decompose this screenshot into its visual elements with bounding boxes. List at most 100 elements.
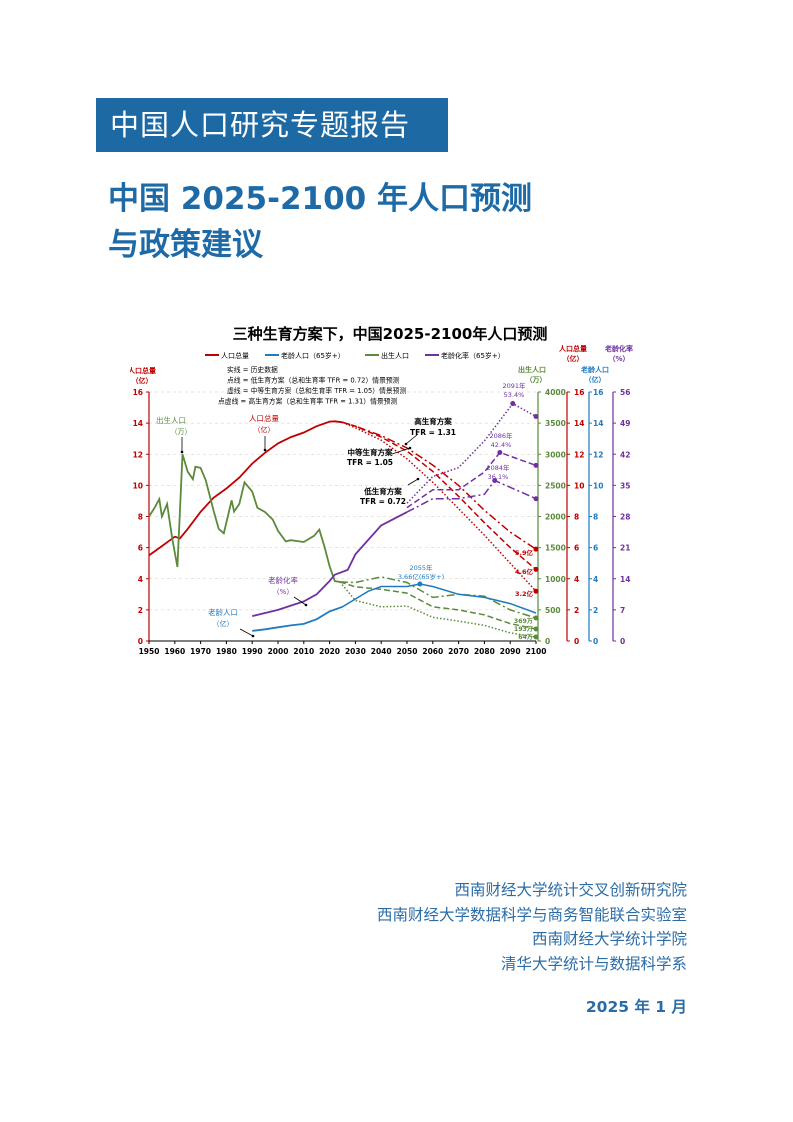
aging-tick-label: 14 bbox=[620, 575, 630, 584]
legend-note: 实线 = 历史数据 bbox=[227, 365, 278, 374]
aging-unit: （%） bbox=[273, 588, 294, 596]
end-point bbox=[533, 626, 539, 632]
institution: 清华大学统计与数据科学系 bbox=[500, 954, 687, 973]
y-tick-label: 0 bbox=[138, 637, 143, 646]
elderly-axis-title: 老龄人口 bbox=[580, 365, 609, 374]
births-tick-label: 3000 bbox=[545, 450, 566, 459]
arrow-head bbox=[180, 450, 184, 454]
elderly-tick-label: 0 bbox=[593, 637, 598, 646]
births-end-label: 193万 bbox=[514, 626, 533, 633]
total-tick-label: 4 bbox=[574, 575, 579, 584]
series-line-预测 bbox=[342, 583, 537, 614]
x-tick-label: 2030 bbox=[345, 647, 366, 656]
births-label: 出生人口 bbox=[156, 415, 186, 425]
elderly-unit: （亿） bbox=[213, 619, 234, 628]
series-line-历史 bbox=[148, 454, 341, 583]
y-tick-label: 16 bbox=[133, 388, 143, 397]
institution: 西南财经大学统计学院 bbox=[531, 930, 687, 948]
aging-peak-value: 36.1% bbox=[488, 473, 509, 481]
aging-tick-label: 21 bbox=[620, 544, 630, 553]
aging-peak-year: 2091年 bbox=[502, 381, 526, 390]
end-point bbox=[533, 546, 539, 552]
low-scenario-tfr: TFR = 0.72 bbox=[360, 497, 406, 506]
series-line-低 bbox=[342, 421, 537, 592]
report-date: 2025 年 1 月 bbox=[585, 998, 687, 1016]
arrow-head bbox=[408, 446, 412, 450]
births-tick-label: 0 bbox=[545, 637, 550, 646]
report-title-line2: 与政策建议 bbox=[108, 227, 263, 263]
total-label: 人口总量 bbox=[249, 413, 279, 423]
peak-marker bbox=[497, 449, 503, 455]
series-line-历史 bbox=[252, 605, 343, 632]
births-tick-label: 1000 bbox=[545, 575, 566, 584]
aging-tick-label: 7 bbox=[620, 606, 625, 615]
end-point bbox=[533, 462, 539, 468]
x-tick-label: 2020 bbox=[319, 647, 340, 656]
elderly-tick-label: 2 bbox=[593, 606, 598, 615]
legend-note: 点线 = 低生育方案（总和生育率 TFR = 0.72）情景预测 bbox=[227, 376, 400, 385]
series-line-中 bbox=[406, 451, 537, 509]
series-line-高 bbox=[342, 421, 537, 550]
aging-tick-label: 28 bbox=[620, 513, 630, 522]
legend-item: 出生人口 bbox=[381, 351, 409, 360]
x-tick-label: 2000 bbox=[268, 647, 289, 656]
aging-peak-value: 42.4% bbox=[491, 441, 512, 449]
peak-marker bbox=[492, 477, 498, 483]
aging-tick-label: 35 bbox=[620, 481, 630, 490]
end-point bbox=[533, 413, 539, 419]
total-end-label: 3.2亿 bbox=[515, 589, 534, 598]
x-tick-label: 1980 bbox=[216, 647, 237, 656]
x-tick-label: 2100 bbox=[526, 647, 547, 656]
aging-tick-label: 49 bbox=[620, 419, 630, 428]
high-scenario-tfr: TFR = 1.31 bbox=[410, 428, 456, 437]
total-tick-label: 0 bbox=[574, 637, 579, 646]
aging-tick-label: 56 bbox=[620, 388, 630, 397]
elderly-tick-label: 16 bbox=[593, 388, 603, 397]
institution: 西南财经大学数据科学与商务智能联合实验室 bbox=[376, 905, 687, 924]
medium-scenario-label: 中等生育方案 bbox=[348, 447, 393, 457]
end-point bbox=[533, 566, 539, 572]
annotation-arrow bbox=[407, 478, 419, 486]
aging-tick-label: 42 bbox=[620, 450, 630, 459]
total-unit: （亿） bbox=[254, 425, 275, 434]
annotation-arrow bbox=[239, 628, 254, 637]
total-tick-label: 14 bbox=[574, 419, 584, 428]
peak-marker bbox=[510, 401, 516, 407]
left-axis-unit: （亿） bbox=[132, 376, 153, 385]
total-axis-title: 人口总量 bbox=[559, 344, 587, 353]
y-tick-label: 8 bbox=[138, 513, 143, 522]
total-tick-label: 10 bbox=[574, 481, 584, 490]
legend-item: 老龄化率（65岁+） bbox=[441, 351, 505, 360]
peak-marker bbox=[417, 581, 423, 587]
end-point bbox=[533, 634, 539, 640]
x-tick-label: 2040 bbox=[371, 647, 392, 656]
institutions-list: 西南财经大学统计交叉创新研究院 西南财经大学数据科学与商务智能联合实验室 西南财… bbox=[377, 878, 687, 976]
births-tick-label: 3500 bbox=[545, 419, 566, 428]
arrow-head bbox=[251, 634, 255, 638]
x-tick-label: 2010 bbox=[293, 647, 314, 656]
series-line-中 bbox=[339, 581, 537, 630]
aging-axis-unit: （%） bbox=[608, 355, 629, 363]
annotation-arrow bbox=[391, 447, 411, 455]
arrow-head bbox=[404, 442, 408, 446]
aging-tick-label: 0 bbox=[620, 637, 625, 646]
legend-note: 点虚线 = 高生育方案（总和生育率 TFR = 1.31）情景预测 bbox=[218, 397, 397, 406]
x-tick-label: 2050 bbox=[397, 647, 418, 656]
institution: 西南财经大学统计交叉创新研究院 bbox=[454, 881, 687, 899]
x-tick-label: 2080 bbox=[474, 647, 495, 656]
aging-peak-year: 2084年 bbox=[486, 463, 510, 472]
total-tick-label: 8 bbox=[574, 513, 579, 522]
aging-label: 老龄化率 bbox=[268, 575, 298, 585]
medium-scenario-tfr: TFR = 1.05 bbox=[347, 458, 393, 467]
x-tick-label: 1970 bbox=[190, 647, 211, 656]
aging-axis-title: 老龄化率 bbox=[604, 344, 633, 353]
births-unit: （万） bbox=[171, 428, 192, 436]
total-end-label: 4.6亿 bbox=[515, 567, 534, 576]
series-line-高 bbox=[339, 576, 537, 619]
elderly-tick-label: 10 bbox=[593, 481, 603, 490]
report-title: 中国 2025-2100 年人口预测 与政策建议 bbox=[108, 176, 532, 268]
y-tick-label: 6 bbox=[138, 544, 143, 553]
annotation-arrow bbox=[405, 433, 419, 445]
legend-note: 虚线 = 中等生育方案（总和生育率 TFR = 1.05）情景预测 bbox=[227, 386, 406, 395]
